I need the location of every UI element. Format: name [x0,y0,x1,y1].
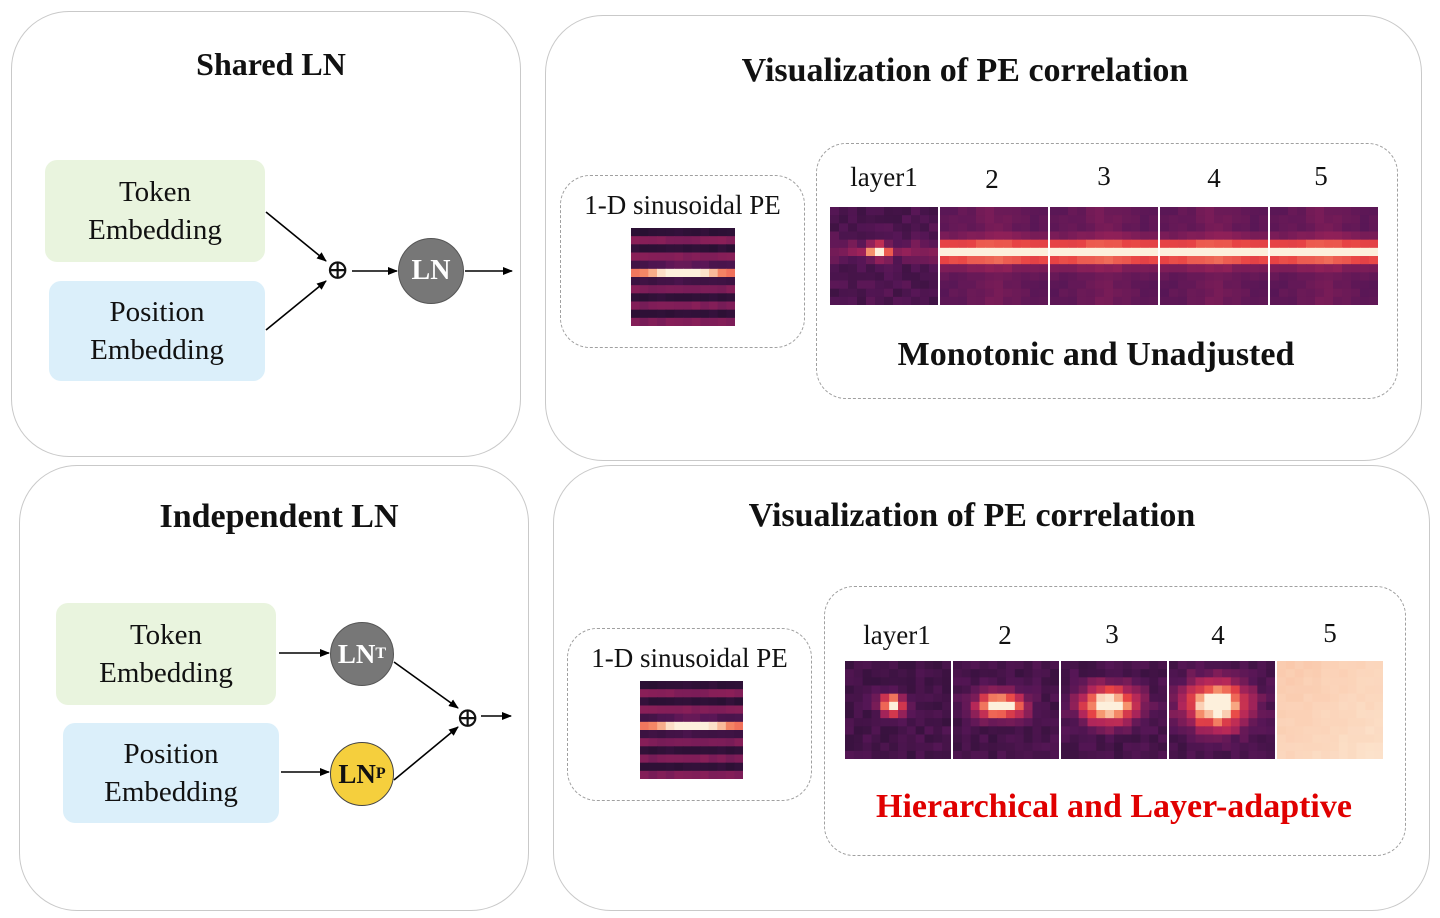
pe-correlation-title-bottom: Visualization of PE correlation [748,497,1196,534]
ln-token-text: LN [337,638,376,669]
sinusoidal-pe-label-top: 1-D sinusoidal PE [584,190,781,220]
layer5-heatmap-bottom [1277,661,1383,759]
layer1-heatmap-bottom [845,661,951,759]
ln-node: LN [398,238,464,304]
layer4-heatmap-top [1160,207,1268,305]
sinusoidal-pe-box-bottom [567,628,812,801]
add-symbol: ⊕ [326,255,350,286]
layer-label-top-4: 4 [1207,163,1221,193]
layer4-heatmap-bottom [1169,661,1275,759]
layer-label-bottom-3: 3 [1105,619,1119,649]
position-embedding-box-b: Position Embedding [63,723,279,823]
shared-ln-title: Shared LN [196,46,346,82]
arrow-position-to-add [265,280,327,331]
layer3-heatmap-top [1050,207,1158,305]
token-embedding-box: Token Embedding [45,160,265,262]
layer-label-top-2: 2 [985,164,999,194]
independent-ln-title: Independent LN [159,498,399,535]
layer-label-bottom-5: 5 [1323,618,1337,648]
pe-correlation-title-top: Visualization of PE correlation [741,52,1189,89]
arrow-lnp-to-add [393,726,459,781]
layer-label-bottom-2: 2 [998,620,1012,650]
position-embedding-b-line1: Position [123,738,219,770]
ln-position-node: LN P [330,742,394,806]
position-embedding-box: Position Embedding [49,281,265,381]
caption-top: Monotonic and Unadjusted [897,336,1295,373]
sinusoidal-pe-heatmap-bottom [640,681,743,779]
arrow-token-to-add [265,211,327,262]
token-embedding-b-line2: Embedding [99,657,233,689]
ln-token-sub: T [375,645,387,662]
ln-position-text: LN [338,758,376,789]
token-embedding-line2: Embedding [88,214,222,246]
sinusoidal-pe-heatmap-top [631,228,735,326]
token-embedding-line1: Token [118,176,192,208]
layer-label-bottom-1: layer1 [863,620,931,650]
sinusoidal-pe-box-top [560,175,805,348]
sinusoidal-pe-label-bottom: 1-D sinusoidal PE [591,643,788,673]
token-embedding-box-b: Token Embedding [56,603,276,705]
layer-maps-box-bottom [824,586,1406,856]
arrow-lnt-to-add [393,661,459,709]
layer-label-bottom-4: 4 [1211,620,1225,650]
ln-position-sub: P [375,765,386,782]
position-embedding-line2: Embedding [90,334,224,366]
position-embedding-line1: Position [109,296,205,328]
layer-label-top-3: 3 [1097,161,1111,191]
layer-maps-box-top [816,143,1398,399]
position-embedding-b-line2: Embedding [104,776,238,808]
layer2-heatmap-top [940,207,1048,305]
layer-label-top-5: 5 [1314,161,1328,191]
caption-bottom: Hierarchical and Layer-adaptive [876,788,1352,825]
layer1-heatmap-top [830,207,938,305]
ln-token-node: LN T [330,622,394,686]
layer3-heatmap-bottom [1061,661,1167,759]
layer2-heatmap-bottom [953,661,1059,759]
add-symbol-b: ⊕ [456,703,480,734]
token-embedding-b-line1: Token [129,619,203,651]
layer-label-top-1: layer1 [850,162,918,192]
layer5-heatmap-top [1270,207,1378,305]
